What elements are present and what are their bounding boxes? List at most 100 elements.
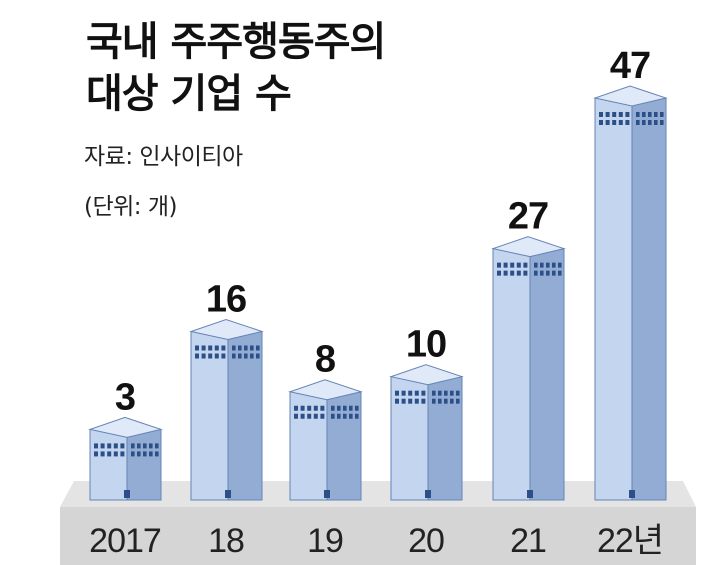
bar-front-face <box>594 97 633 501</box>
window <box>503 262 508 268</box>
window <box>510 270 515 276</box>
value-label: 3 <box>115 376 135 418</box>
window <box>636 120 640 125</box>
window <box>642 112 646 117</box>
category-label: 18 <box>208 522 244 560</box>
window <box>355 413 359 419</box>
window <box>612 120 617 125</box>
window <box>155 443 159 449</box>
door <box>225 490 231 498</box>
window <box>155 451 159 457</box>
window <box>250 353 254 359</box>
window <box>113 443 118 449</box>
window <box>546 262 550 268</box>
category-label: 21 <box>510 522 546 560</box>
window <box>421 390 426 396</box>
door <box>124 490 130 498</box>
window <box>214 345 219 351</box>
bar-side-face <box>529 248 565 501</box>
category-label: 22년 <box>597 522 663 560</box>
bar <box>189 318 264 501</box>
window <box>250 345 254 351</box>
window <box>503 270 508 276</box>
window <box>149 451 153 457</box>
bar-front-face <box>492 248 531 501</box>
window <box>421 398 426 404</box>
window <box>642 120 646 125</box>
window <box>612 112 617 117</box>
window <box>654 112 658 117</box>
bar-side-face <box>227 330 263 501</box>
window <box>534 262 538 268</box>
window <box>256 353 260 359</box>
window <box>401 390 406 396</box>
floor-front <box>60 507 696 565</box>
window <box>232 353 236 359</box>
bar-side-face <box>126 428 162 501</box>
window <box>355 405 359 411</box>
window <box>149 443 153 449</box>
window <box>660 112 664 117</box>
window <box>558 270 562 276</box>
bar-roof <box>593 85 668 107</box>
window <box>648 120 652 125</box>
window <box>256 345 260 351</box>
window <box>444 390 448 396</box>
window <box>523 262 528 268</box>
window <box>444 398 448 404</box>
window <box>120 443 125 449</box>
window <box>294 405 298 411</box>
window <box>395 398 399 404</box>
window <box>414 398 419 404</box>
door <box>324 490 330 498</box>
window <box>107 443 112 449</box>
window <box>552 262 556 268</box>
window <box>438 398 442 404</box>
window <box>331 413 335 419</box>
window <box>313 413 318 419</box>
window <box>516 262 521 268</box>
bar <box>288 379 363 501</box>
window <box>523 270 528 276</box>
window <box>94 443 98 449</box>
window <box>100 443 105 449</box>
window <box>221 353 226 359</box>
window <box>516 270 521 276</box>
category-label: 19 <box>307 522 343 560</box>
window <box>625 120 630 125</box>
window <box>510 262 515 268</box>
chart-title: 국내 주주행동주의 대상 기업 수 <box>86 16 386 120</box>
window <box>221 345 226 351</box>
chart-title-line2: 대상 기업 수 <box>86 71 292 117</box>
window <box>131 451 135 457</box>
window <box>648 112 652 117</box>
window <box>300 413 305 419</box>
door <box>527 490 533 498</box>
window <box>244 345 248 351</box>
window <box>137 443 141 449</box>
chart-title-line1: 국내 주주행동주의 <box>86 19 386 65</box>
window <box>300 405 305 411</box>
window <box>654 120 658 125</box>
window <box>201 345 206 351</box>
window <box>546 270 550 276</box>
window <box>337 413 341 419</box>
window <box>438 390 442 396</box>
door <box>629 490 635 498</box>
window <box>343 413 347 419</box>
window <box>625 112 630 117</box>
window <box>120 451 125 457</box>
window <box>450 390 454 396</box>
category-labels: 2017 18 19 20 21 22년 <box>89 522 664 560</box>
window <box>432 398 436 404</box>
window <box>618 120 623 125</box>
window <box>214 353 219 359</box>
bar-front-face <box>89 428 128 501</box>
window <box>94 451 98 457</box>
window <box>395 390 399 396</box>
value-labels: 3 16 8 10 27 47 <box>115 45 651 418</box>
window <box>408 398 413 404</box>
bar-roof <box>288 379 363 401</box>
window <box>143 443 147 449</box>
